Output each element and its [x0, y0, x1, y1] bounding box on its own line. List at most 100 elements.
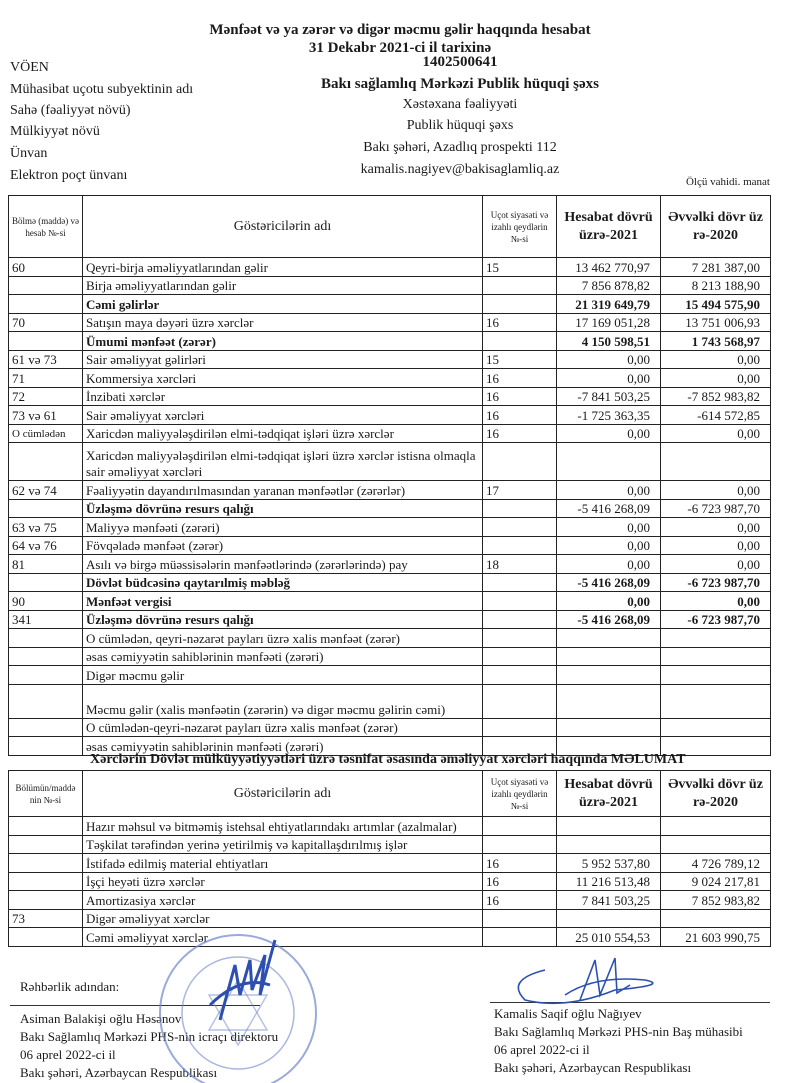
value-2020: -6 723 987,70	[660, 609, 771, 629]
row-note	[482, 683, 557, 719]
value-2020	[660, 628, 771, 648]
field-label: Mülkiyyət növü	[10, 124, 100, 139]
row-note	[482, 927, 557, 947]
value-2020	[660, 646, 771, 666]
row-note	[482, 442, 557, 481]
row-code	[8, 927, 83, 947]
row-code: 81	[8, 554, 83, 574]
value-2021: 0,00	[556, 368, 661, 388]
row-note	[482, 646, 557, 666]
row-note: 15	[482, 257, 557, 277]
table-row: Hazır məhsul və bitməmiş istehsal ehtiya…	[8, 816, 771, 836]
col-name: Göstəricilərin adı	[82, 770, 483, 817]
table-row: İşçi heyəti üzrə xərclər 16 11 216 513,48 9…	[8, 871, 771, 891]
table-row: Dövlət büdcəsinə qaytarılmiş məbləğ -5 41…	[8, 572, 771, 592]
unit-label: Ölçü vahidi. manat	[685, 176, 770, 188]
row-note	[482, 294, 557, 314]
row-code: 62 və 74	[8, 480, 83, 500]
field-label: VÖEN	[10, 60, 49, 75]
value-2021: 11 216 513,48	[556, 871, 661, 891]
value-2021: 17 169 051,28	[556, 312, 661, 332]
row-name: Mənfəət vergisi	[82, 591, 483, 611]
value-2021: 0,00	[556, 480, 661, 500]
value-2021: 25 010 554,53	[556, 927, 661, 947]
row-name: Cəmi gəlirlər	[82, 294, 483, 314]
row-code	[8, 442, 83, 481]
field-label: Sahə (fəaliyyət növü)	[10, 103, 131, 118]
value-2020	[660, 834, 771, 854]
director-name: Asiman Balakişi oğlu Həsənov	[20, 1011, 182, 1026]
table-row: 64 və 76 Fövqəladə mənfəət (zərər) 0,00 0,0…	[8, 535, 771, 555]
row-name: Sair əməliyyat xərcləri	[82, 405, 483, 425]
row-code: 73	[8, 908, 83, 928]
col-note: Uçot siyasəti və izahlı qeydlərin №-si	[482, 195, 557, 258]
col-2020: Əvvəlki dövr üz rə-2020	[660, 195, 771, 258]
row-name: əsas cəmiyyətin sahiblərinin mənfəəti (z…	[82, 646, 483, 666]
accountant-block: Kamalis Saqif oğlu Nağıyev Bakı Sağlamlı…	[494, 1005, 743, 1077]
row-code: O cümlədən	[8, 423, 83, 443]
row-name: Satışın maya dəyəri üzrə xərclər	[82, 312, 483, 332]
row-name: Cəmi əməliyyat xərclər	[82, 927, 483, 947]
row-note	[482, 591, 557, 611]
row-name: Üzləşmə dövrünə resurs qalığı	[82, 609, 483, 629]
accountant-signature	[517, 957, 654, 1005]
value-2021: -7 841 503,25	[556, 386, 661, 406]
value-2021: 21 319 649,79	[556, 294, 661, 314]
accountant-title: Bakı Sağlamlıq Mərkəzi PHS-nin Baş mühas…	[494, 1024, 743, 1039]
table-row: 73 Digər əməliyyat xərclər	[8, 908, 771, 928]
signature-line-right	[490, 1002, 770, 1003]
row-code: 90	[8, 591, 83, 611]
col-2020: Əvvəlki dövr üz rə-2020	[660, 770, 771, 817]
row-name: Hazır məhsul və bitməmiş istehsal ehtiya…	[82, 816, 483, 836]
table-row: Digər məcmu gəlir	[8, 665, 771, 685]
table-row: Ümumi mənfəət (zərər) 4 150 598,51 1 743 5…	[8, 331, 771, 351]
table-row: Təşkilat tərəfindən yerinə yetirilmiş və…	[8, 834, 771, 854]
row-note: 16	[482, 853, 557, 873]
value-2020: 0,00	[660, 554, 771, 574]
value-2020: 9 024 217,81	[660, 871, 771, 891]
row-name: O cümlədən, qeyri-nəzarət payları üzrə x…	[82, 628, 483, 648]
table-row: 73 və 61 Sair əməliyyat xərcləri 16 -1 725 …	[8, 405, 771, 425]
row-note: 15	[482, 349, 557, 369]
row-note	[482, 572, 557, 592]
row-name: Birja əməliyyatlarından gəlir	[82, 275, 483, 295]
value-2021	[556, 628, 661, 648]
value-2020: 13 751 006,93	[660, 312, 771, 332]
value-2020: 0,00	[660, 480, 771, 500]
value-2020	[660, 665, 771, 685]
table-row: 71 Kommersiya xərcləri 16 0,00 0,00	[8, 368, 771, 388]
row-note	[482, 665, 557, 685]
row-note: 17	[482, 480, 557, 500]
row-note	[482, 275, 557, 295]
row-name: Amortizasiya xərclər	[82, 890, 483, 910]
value-2021	[556, 908, 661, 928]
field-value: kamalis.nagiyev@bakisaglamliq.az	[360, 162, 560, 177]
col-2021: Hesabat dövrü üzrə-2021	[556, 195, 661, 258]
row-code: 72	[8, 386, 83, 406]
value-2020: 8 213 188,90	[660, 275, 771, 295]
value-2021: 7 856 878,82	[556, 275, 661, 295]
row-name: Fəaliyyətin dayandırılmasından yaranan m…	[82, 480, 483, 500]
table-row: 61 və 73 Sair əməliyyat gəlirləri 15 0,00 0,…	[8, 349, 771, 369]
table-row: Cəmi əməliyyat xərclər 25 010 554,53 21 60…	[8, 927, 771, 947]
row-code	[8, 736, 83, 756]
row-name: Asılı və birgə müəssisələrin mənfəətləri…	[82, 554, 483, 574]
row-code	[8, 498, 83, 518]
row-code	[8, 853, 83, 873]
row-note	[482, 908, 557, 928]
value-2020	[660, 717, 771, 737]
row-code	[8, 834, 83, 854]
row-note	[482, 717, 557, 737]
field-value: Bakı sağlamlıq Mərkəzi Publik hüquqi şəx…	[321, 76, 599, 92]
management-label: Rəhbərlik adından:	[20, 979, 120, 994]
value-2021: -5 416 268,09	[556, 498, 661, 518]
director-signature	[208, 939, 277, 1021]
value-2020	[660, 908, 771, 928]
col-name: Göstəricilərin adı	[82, 195, 483, 258]
table-row: O cümlədən-qeyri-nəzarət payları üzrə xa…	[8, 717, 771, 737]
field-label: Mühasibat uçotu subyektinin adı	[10, 82, 194, 97]
value-2021	[556, 683, 661, 719]
value-2021	[556, 442, 661, 481]
row-note	[482, 834, 557, 854]
table-row: Amortizasiya xərclər 16 7 841 503,25 7 852 …	[8, 890, 771, 910]
